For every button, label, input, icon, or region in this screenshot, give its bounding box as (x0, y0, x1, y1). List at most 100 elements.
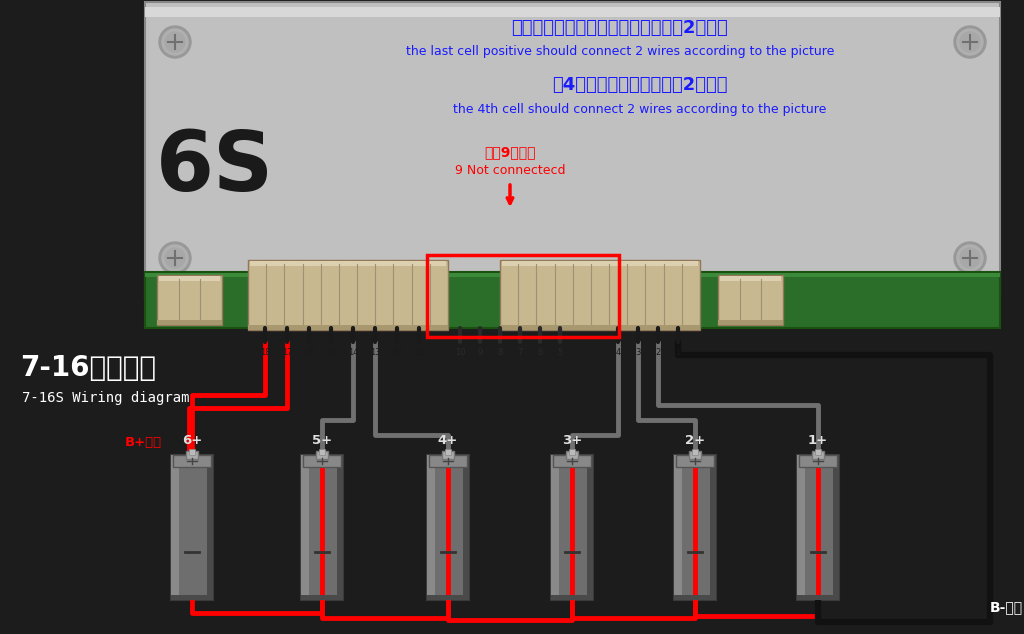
Bar (427, 455, 435, 600)
Circle shape (957, 245, 983, 271)
Bar (427, 455, 469, 600)
Text: 1: 1 (676, 348, 681, 357)
Bar (463, 455, 469, 600)
Bar (207, 455, 213, 600)
Bar (692, 449, 698, 455)
Bar (718, 275, 783, 325)
Circle shape (165, 32, 185, 52)
Bar (676, 455, 714, 467)
Bar (500, 325, 700, 330)
Bar (301, 455, 309, 600)
Circle shape (961, 32, 980, 52)
Bar (551, 595, 593, 600)
Bar (710, 455, 716, 600)
Bar (145, 7, 1000, 17)
Text: the last cell positive should connect 2 wires according to the picture: the last cell positive should connect 2 … (406, 46, 835, 58)
Text: 9 Not connectecd: 9 Not connectecd (455, 164, 565, 176)
Circle shape (162, 245, 188, 271)
Bar (316, 451, 328, 459)
Text: 2: 2 (655, 348, 660, 357)
Bar (427, 595, 469, 600)
Bar (442, 451, 454, 459)
Bar (500, 260, 700, 330)
Text: 7-16串接线图: 7-16串接线图 (20, 354, 156, 382)
Text: 14: 14 (348, 348, 358, 357)
Bar (674, 455, 682, 600)
Text: 18: 18 (260, 348, 270, 357)
Bar (171, 595, 213, 600)
Text: 4: 4 (615, 348, 621, 357)
Bar (248, 325, 449, 330)
Text: 13: 13 (370, 348, 380, 357)
Bar (427, 255, 618, 337)
Bar (797, 595, 839, 600)
Circle shape (961, 248, 980, 268)
Bar (145, 272, 1000, 328)
Bar (797, 455, 805, 600)
Circle shape (159, 242, 191, 274)
Bar (815, 449, 821, 455)
Bar (171, 455, 213, 600)
Text: 7: 7 (517, 348, 522, 357)
Text: 16: 16 (304, 348, 314, 357)
Bar (145, 273, 1000, 277)
Text: 6S: 6S (156, 127, 274, 209)
Text: 9: 9 (477, 348, 482, 357)
Bar (301, 455, 343, 600)
Bar (799, 455, 837, 467)
Circle shape (159, 26, 191, 58)
Text: 最后一串电池总正极上要接如图对应2条排线: 最后一串电池总正极上要接如图对应2条排线 (512, 19, 728, 37)
Bar (159, 276, 220, 281)
Text: 2+: 2+ (685, 434, 706, 446)
Bar (445, 449, 451, 455)
Bar (145, 2, 1000, 298)
Bar (173, 455, 211, 467)
Text: 3+: 3+ (562, 434, 582, 446)
Text: 10: 10 (455, 348, 465, 357)
Bar (186, 451, 198, 459)
Bar (157, 320, 222, 325)
Text: 12: 12 (392, 348, 402, 357)
Bar (502, 261, 698, 266)
Bar (718, 320, 783, 325)
Text: 6: 6 (538, 348, 543, 357)
Bar (833, 455, 839, 600)
Text: 7-16S Wiring diagram: 7-16S Wiring diagram (22, 391, 189, 405)
Circle shape (957, 29, 983, 55)
Bar (797, 455, 839, 600)
Bar (566, 451, 578, 459)
Bar (429, 455, 467, 467)
Circle shape (954, 242, 986, 274)
Bar (319, 449, 325, 455)
Bar (812, 451, 824, 459)
Text: 1+: 1+ (808, 434, 828, 446)
Text: 5: 5 (557, 348, 562, 357)
Bar (720, 276, 781, 281)
Text: 笥4串电池上要接如图对应2条排线: 笥4串电池上要接如图对应2条排线 (552, 76, 728, 94)
Bar (300, 278, 870, 298)
Text: 8: 8 (498, 348, 503, 357)
Bar (551, 455, 593, 600)
Text: B+总正: B+总正 (125, 436, 162, 450)
Bar (674, 455, 716, 600)
Text: 5+: 5+ (312, 434, 332, 446)
Bar (303, 455, 341, 467)
Circle shape (162, 29, 188, 55)
Bar (157, 275, 222, 325)
Bar (569, 449, 575, 455)
Bar (250, 261, 446, 266)
Bar (689, 451, 701, 459)
Text: 17: 17 (282, 348, 292, 357)
Circle shape (954, 26, 986, 58)
Bar (171, 455, 179, 600)
Text: 11: 11 (414, 348, 424, 357)
Bar (553, 455, 591, 467)
Text: 3: 3 (635, 348, 641, 357)
Text: 4+: 4+ (438, 434, 458, 446)
Bar (301, 595, 343, 600)
Text: the 4th cell should connect 2 wires according to the picture: the 4th cell should connect 2 wires acco… (454, 103, 826, 117)
Bar (337, 455, 343, 600)
Bar (248, 260, 449, 330)
Text: B-总负: B-总负 (990, 600, 1023, 614)
Bar (145, 278, 1000, 298)
